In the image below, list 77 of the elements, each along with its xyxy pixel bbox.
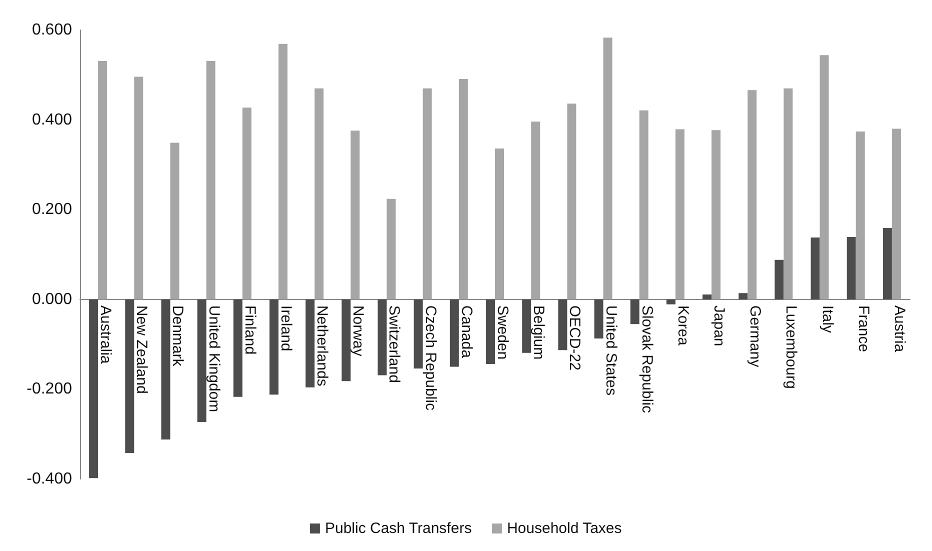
legend-label: Public Cash Transfers — [324, 520, 472, 537]
bar — [522, 299, 532, 353]
bar — [386, 198, 396, 300]
bar — [458, 78, 468, 300]
bar — [486, 299, 495, 364]
bar — [639, 110, 648, 300]
bar — [125, 299, 134, 453]
bar — [820, 55, 829, 300]
x-tick-label: Denmark — [169, 305, 186, 367]
bar — [603, 38, 612, 300]
x-tick-label: Belgium — [530, 305, 548, 360]
y-tick-label: 0.600 — [32, 22, 72, 38]
x-tick-label: Japan — [710, 305, 728, 346]
bar — [314, 88, 324, 300]
legend-label: Household Taxes — [506, 520, 622, 537]
x-tick-label: New Zealand — [133, 305, 150, 394]
bar — [378, 299, 387, 376]
bar — [675, 129, 684, 300]
y-tick-label: 0.400 — [32, 111, 72, 128]
x-tick-label: Australia — [97, 305, 114, 364]
bar — [531, 122, 540, 300]
bar — [810, 237, 820, 300]
bar — [892, 128, 901, 300]
x-tick-label: Ireland — [277, 305, 294, 352]
y-tick-label: 0.200 — [32, 201, 72, 218]
x-tick-label: Slovak Republic — [638, 305, 656, 414]
bar — [342, 299, 351, 382]
x-tick-label: OECD-22 — [566, 305, 584, 370]
x-tick-label: Netherlands — [314, 305, 331, 386]
y-tick-label: -0.400 — [26, 470, 72, 488]
bar — [89, 299, 98, 478]
bar — [197, 299, 206, 422]
bar — [414, 299, 423, 369]
bar — [206, 60, 216, 300]
x-tick-label: Norway — [350, 305, 367, 357]
x-tick-label: Switzerland — [386, 305, 403, 383]
bar — [748, 90, 757, 300]
bar — [306, 299, 315, 388]
x-tick-label: Austria — [890, 305, 908, 353]
x-tick-label: Italy — [818, 305, 836, 334]
y-tick-label: 0.000 — [32, 290, 72, 308]
bar — [856, 131, 865, 300]
bar — [702, 294, 712, 300]
bar — [558, 299, 568, 350]
bar — [233, 299, 242, 397]
bar — [846, 236, 856, 300]
x-tick-label: Finland — [241, 305, 258, 355]
bar — [278, 44, 288, 300]
x-tick-label: Sweden — [494, 305, 511, 360]
bar — [594, 299, 604, 338]
bar — [784, 88, 793, 300]
bar — [567, 104, 576, 300]
bar — [269, 299, 278, 395]
x-tick-label: Korea — [674, 305, 692, 346]
bar — [450, 299, 459, 367]
bar — [242, 108, 252, 300]
bar — [422, 88, 432, 300]
bar — [170, 142, 180, 300]
bar — [774, 260, 784, 300]
bar — [738, 293, 748, 300]
x-tick-label: Czech Republic — [422, 305, 439, 411]
bar — [495, 148, 504, 300]
bar — [134, 76, 144, 300]
x-tick-label: Luxembourg — [782, 305, 800, 389]
bar — [666, 299, 676, 304]
x-tick-label: United States — [602, 305, 620, 396]
y-tick-label: -0.200 — [26, 380, 72, 398]
bar — [161, 299, 170, 440]
bar — [98, 60, 108, 300]
bar — [350, 130, 360, 300]
x-tick-label: Germany — [746, 305, 764, 368]
bar — [712, 130, 721, 300]
bar — [630, 299, 640, 324]
x-tick-label: France — [854, 305, 872, 352]
bar — [882, 228, 892, 300]
x-tick-label: Canada — [458, 305, 475, 359]
x-tick-label: United Kingdom — [205, 305, 222, 412]
